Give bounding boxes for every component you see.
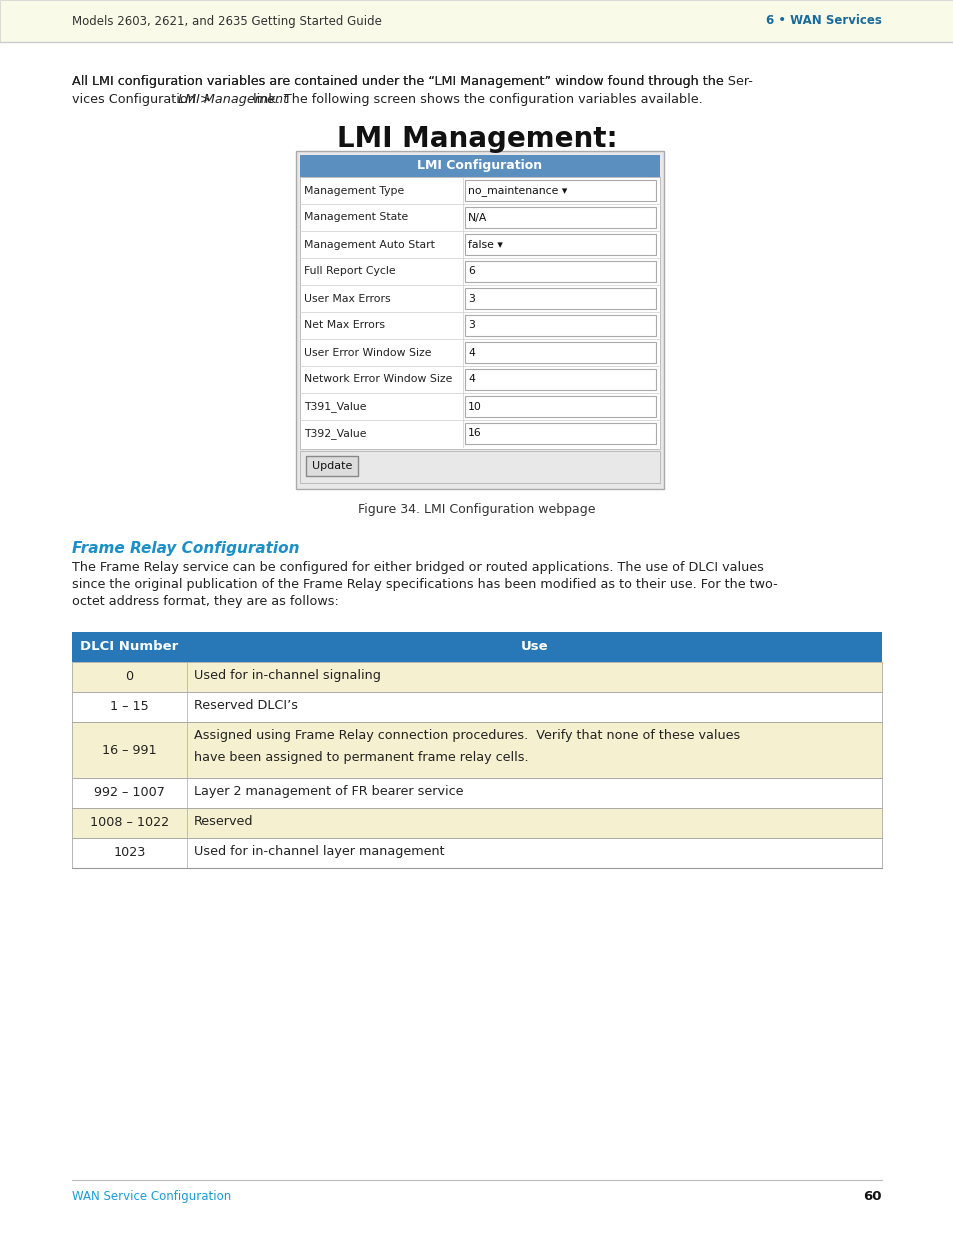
Bar (464, 288, 656, 309)
Text: Reserved: Reserved (193, 815, 253, 827)
Bar (464, 261, 656, 282)
Text: 10: 10 (468, 401, 481, 411)
Text: User Error Window Size: User Error Window Size (304, 347, 431, 357)
Bar (71, 662, 882, 692)
Text: 4: 4 (468, 374, 475, 384)
Text: no_maintenance ▾: no_maintenance ▾ (468, 185, 567, 196)
Bar (464, 233, 656, 254)
Text: Reserved DLCI’s: Reserved DLCI’s (193, 699, 297, 713)
Bar (464, 342, 656, 363)
Text: 3: 3 (468, 321, 475, 331)
Text: 16: 16 (468, 429, 481, 438)
Bar (71, 692, 882, 722)
Text: Full Report Cycle: Full Report Cycle (304, 267, 395, 277)
Bar (71, 808, 882, 839)
Bar (299, 451, 659, 483)
Text: octet address format, they are as follows:: octet address format, they are as follow… (71, 595, 338, 608)
Text: 1008 – 1022: 1008 – 1022 (90, 816, 169, 830)
Bar (299, 156, 659, 177)
Text: have been assigned to permanent frame relay cells.: have been assigned to permanent frame re… (193, 751, 528, 764)
Text: 3: 3 (468, 294, 475, 304)
Text: Assigned using Frame Relay connection procedures.  Verify that none of these val: Assigned using Frame Relay connection pr… (193, 729, 740, 742)
Text: All LMI configuration variables are contained under the “LMI Management” window : All LMI configuration variables are cont… (71, 75, 727, 88)
Text: User Max Errors: User Max Errors (304, 294, 390, 304)
Bar (295, 151, 663, 489)
Text: 992 – 1007: 992 – 1007 (94, 787, 165, 799)
Text: Management Type: Management Type (304, 185, 404, 195)
Text: 1023: 1023 (113, 846, 146, 860)
Text: Used for in-channel layer management: Used for in-channel layer management (193, 845, 444, 858)
Text: vices Configuration >: vices Configuration > (71, 93, 211, 106)
Text: Figure 34. LMI Configuration webpage: Figure 34. LMI Configuration webpage (358, 503, 595, 516)
Text: T391_Value: T391_Value (304, 401, 366, 412)
Text: link. The following screen shows the configuration variables available.: link. The following screen shows the con… (249, 93, 701, 106)
Bar (71, 839, 882, 868)
Text: false ▾: false ▾ (468, 240, 502, 249)
Text: 6: 6 (468, 267, 475, 277)
Text: Models 2603, 2621, and 2635 Getting Started Guide: Models 2603, 2621, and 2635 Getting Star… (71, 15, 381, 27)
Text: N/A: N/A (468, 212, 487, 222)
Text: 0: 0 (125, 671, 133, 683)
Bar (71, 778, 882, 808)
Bar (464, 315, 656, 336)
Text: 16 – 991: 16 – 991 (102, 743, 156, 757)
Text: DLCI Number: DLCI Number (80, 641, 178, 653)
Text: Network Error Window Size: Network Error Window Size (304, 374, 452, 384)
Text: 1 – 15: 1 – 15 (110, 700, 149, 714)
Text: Update: Update (312, 461, 352, 471)
Bar (0, 0, 953, 42)
Text: Management Auto Start: Management Auto Start (304, 240, 435, 249)
Text: 4: 4 (468, 347, 475, 357)
Text: Use: Use (520, 641, 548, 653)
Bar (464, 396, 656, 417)
Text: 60: 60 (862, 1191, 882, 1203)
Bar (71, 722, 882, 778)
Text: All LMI configuration variables are contained under the “LMI Management” window : All LMI configuration variables are cont… (71, 75, 752, 88)
Bar (464, 424, 656, 445)
Text: Frame Relay Configuration: Frame Relay Configuration (71, 541, 299, 556)
Bar (464, 207, 656, 228)
Text: Used for in-channel signaling: Used for in-channel signaling (193, 669, 380, 682)
Text: LMI Configuration: LMI Configuration (417, 159, 542, 173)
Text: The Frame Relay service can be configured for either bridged or routed applicati: The Frame Relay service can be configure… (71, 561, 763, 574)
Text: WAN Service Configuration: WAN Service Configuration (71, 1191, 231, 1203)
Text: since the original publication of the Frame Relay specifications has been modifi: since the original publication of the Fr… (71, 578, 777, 592)
Text: 6 • WAN Services: 6 • WAN Services (765, 15, 882, 27)
Bar (306, 456, 357, 475)
Text: Management State: Management State (304, 212, 408, 222)
Text: LMI Management: LMI Management (178, 93, 288, 106)
Bar (71, 632, 882, 662)
Text: LMI Management:: LMI Management: (336, 125, 617, 153)
Bar (464, 369, 656, 390)
Bar (299, 177, 659, 450)
Text: Layer 2 management of FR bearer service: Layer 2 management of FR bearer service (193, 785, 463, 798)
Text: T392_Value: T392_Value (304, 429, 366, 438)
Bar (464, 180, 656, 201)
Text: Net Max Errors: Net Max Errors (304, 321, 385, 331)
